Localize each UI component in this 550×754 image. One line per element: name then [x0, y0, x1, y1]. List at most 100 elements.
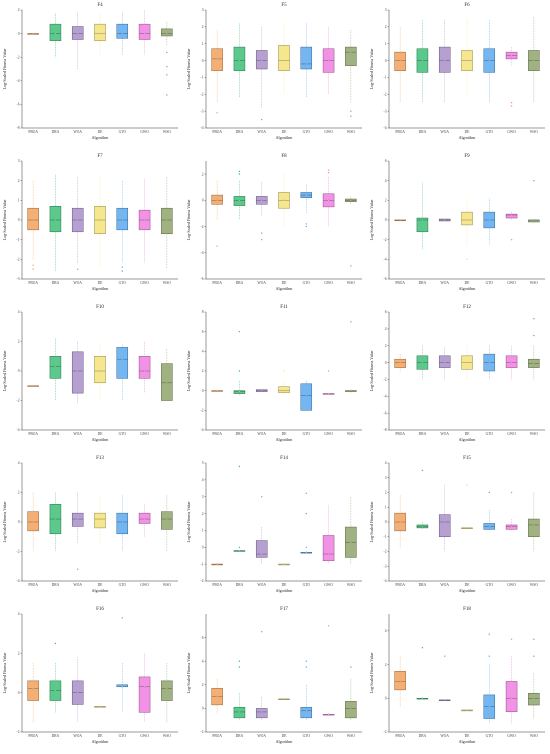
chart-title: F10 — [96, 305, 104, 310]
y-tick-label: -8 — [384, 428, 387, 432]
mean-marker — [350, 389, 352, 392]
outlier-point — [283, 370, 285, 372]
y-tick-label: -2 — [201, 730, 204, 734]
x-tick-label: PBOA — [212, 432, 222, 436]
mean-marker — [99, 370, 101, 372]
boxplot-svg: F5 3 2 1 0 -1 -2 -3 -4 Log-Scaled Fitness Value Al… — [186, 3, 362, 140]
outlier-point — [261, 118, 263, 121]
outlier-point — [350, 666, 352, 668]
mean-marker — [121, 358, 124, 360]
x-tick-label: GWO — [324, 432, 333, 436]
box-pboa — [27, 680, 39, 701]
mean-marker — [32, 32, 34, 35]
boxplot-svg: F18 4 2 0 -2 Log-Scaled Fitness Value Algorith… — [369, 607, 545, 744]
mean-marker — [510, 361, 513, 364]
outlier-point — [533, 179, 535, 182]
y-tick-label: -4 — [384, 394, 387, 398]
y-tick-label: 3 — [385, 8, 387, 12]
x-tick-label: WOA — [440, 130, 449, 134]
box-gto — [300, 46, 313, 70]
mean-marker — [488, 705, 491, 708]
y-tick-label: -2 — [384, 550, 387, 554]
y-tick-label: 6 — [202, 636, 204, 640]
mean-marker — [238, 199, 241, 202]
mean-marker — [121, 686, 124, 688]
outlier-point — [327, 172, 330, 174]
mean-marker — [238, 59, 241, 62]
mean-marker — [443, 59, 446, 62]
mean-marker — [533, 219, 535, 221]
outlier-point — [238, 370, 241, 372]
chart-title: F15 — [463, 456, 471, 461]
outlier-point — [121, 270, 123, 272]
mean-marker — [238, 549, 241, 552]
y-tick-label: 1 — [385, 505, 387, 509]
y-axis-label: Log-Scaled Fitness Value — [2, 48, 7, 89]
outlier-point — [488, 655, 490, 657]
box-dra — [49, 205, 62, 233]
x-tick-label: DE — [465, 583, 471, 587]
box-pboa — [394, 358, 406, 368]
chart-title: F9 — [464, 154, 470, 159]
y-tick-label: 4 — [18, 461, 20, 465]
y-tick-label: -6 — [384, 277, 387, 281]
chart-title: F5 — [281, 3, 287, 8]
outlier-point — [327, 169, 330, 171]
mean-marker — [421, 219, 424, 221]
chart-title: F11 — [280, 305, 288, 310]
x-axis-label: Algorithm — [276, 437, 294, 442]
box-gwo — [138, 676, 151, 713]
x-tick-label: WSO — [530, 130, 538, 134]
outlier-point — [488, 633, 490, 635]
y-tick-label: 0 — [202, 707, 204, 711]
x-tick-label: WOA — [257, 734, 266, 738]
x-tick-label: GWO — [140, 130, 149, 134]
y-tick-label: -6 — [384, 411, 387, 415]
mean-marker — [121, 32, 124, 35]
mean-marker — [54, 689, 57, 692]
mean-marker — [143, 518, 146, 520]
mean-marker — [510, 214, 513, 216]
outlier-point — [421, 469, 424, 472]
x-tick-label: GTO — [486, 583, 494, 587]
chart-panel-f4: F4 2 0 -2 -4 -6 -8 Log-Scaled Fitness Value Algo… — [0, 0, 183, 150]
y-tick-label: -2 — [384, 730, 387, 734]
x-tick-label: PBOA — [28, 130, 38, 134]
boxplot-svg: F10 4 2 0 -2 -4 Log-Scaled Fitness Value Algori… — [2, 305, 178, 442]
x-tick-label: GTO — [119, 734, 127, 738]
x-tick-label: WOA — [73, 281, 82, 285]
x-tick-label: DRA — [236, 734, 244, 738]
y-tick-label: -3 — [201, 109, 204, 113]
mean-marker — [305, 710, 308, 712]
y-tick-label: -2 — [384, 238, 387, 242]
x-tick-label: GWO — [507, 130, 516, 134]
x-tick-label: DRA — [236, 432, 244, 436]
outlier-point — [121, 266, 123, 268]
outlier-point — [261, 631, 263, 633]
x-axis-label: Algorithm — [92, 286, 110, 291]
chart-panel-f18: F18 4 2 0 -2 Log-Scaled Fitness Value Algorith… — [367, 604, 550, 754]
y-tick-label: -2 — [17, 399, 20, 403]
box-de — [94, 23, 106, 41]
mean-marker — [121, 521, 124, 523]
y-tick-label: 0 — [18, 218, 20, 222]
y-tick-label: 1 — [202, 42, 204, 46]
x-tick-label: WOA — [257, 281, 266, 285]
x-tick-label: WOA — [257, 130, 266, 134]
box-gwo — [505, 355, 518, 368]
mean-marker — [327, 59, 330, 62]
y-tick-label: 4 — [202, 350, 204, 354]
mean-marker — [76, 32, 79, 35]
y-tick-label: 3 — [202, 495, 204, 499]
mean-marker — [327, 553, 330, 555]
x-tick-label: GTO — [119, 130, 127, 134]
x-tick-label: GTO — [303, 734, 311, 738]
x-axis-label: Algorithm — [459, 286, 477, 291]
y-tick-label: 0 — [202, 59, 204, 63]
y-tick-label: -1 — [384, 535, 387, 539]
outlier-point — [166, 94, 168, 96]
mean-marker — [443, 521, 446, 523]
y-tick-label: 0 — [18, 520, 20, 524]
y-axis-label: Log-Scaled Fitness Value — [369, 501, 374, 542]
outlier-point — [32, 268, 34, 270]
